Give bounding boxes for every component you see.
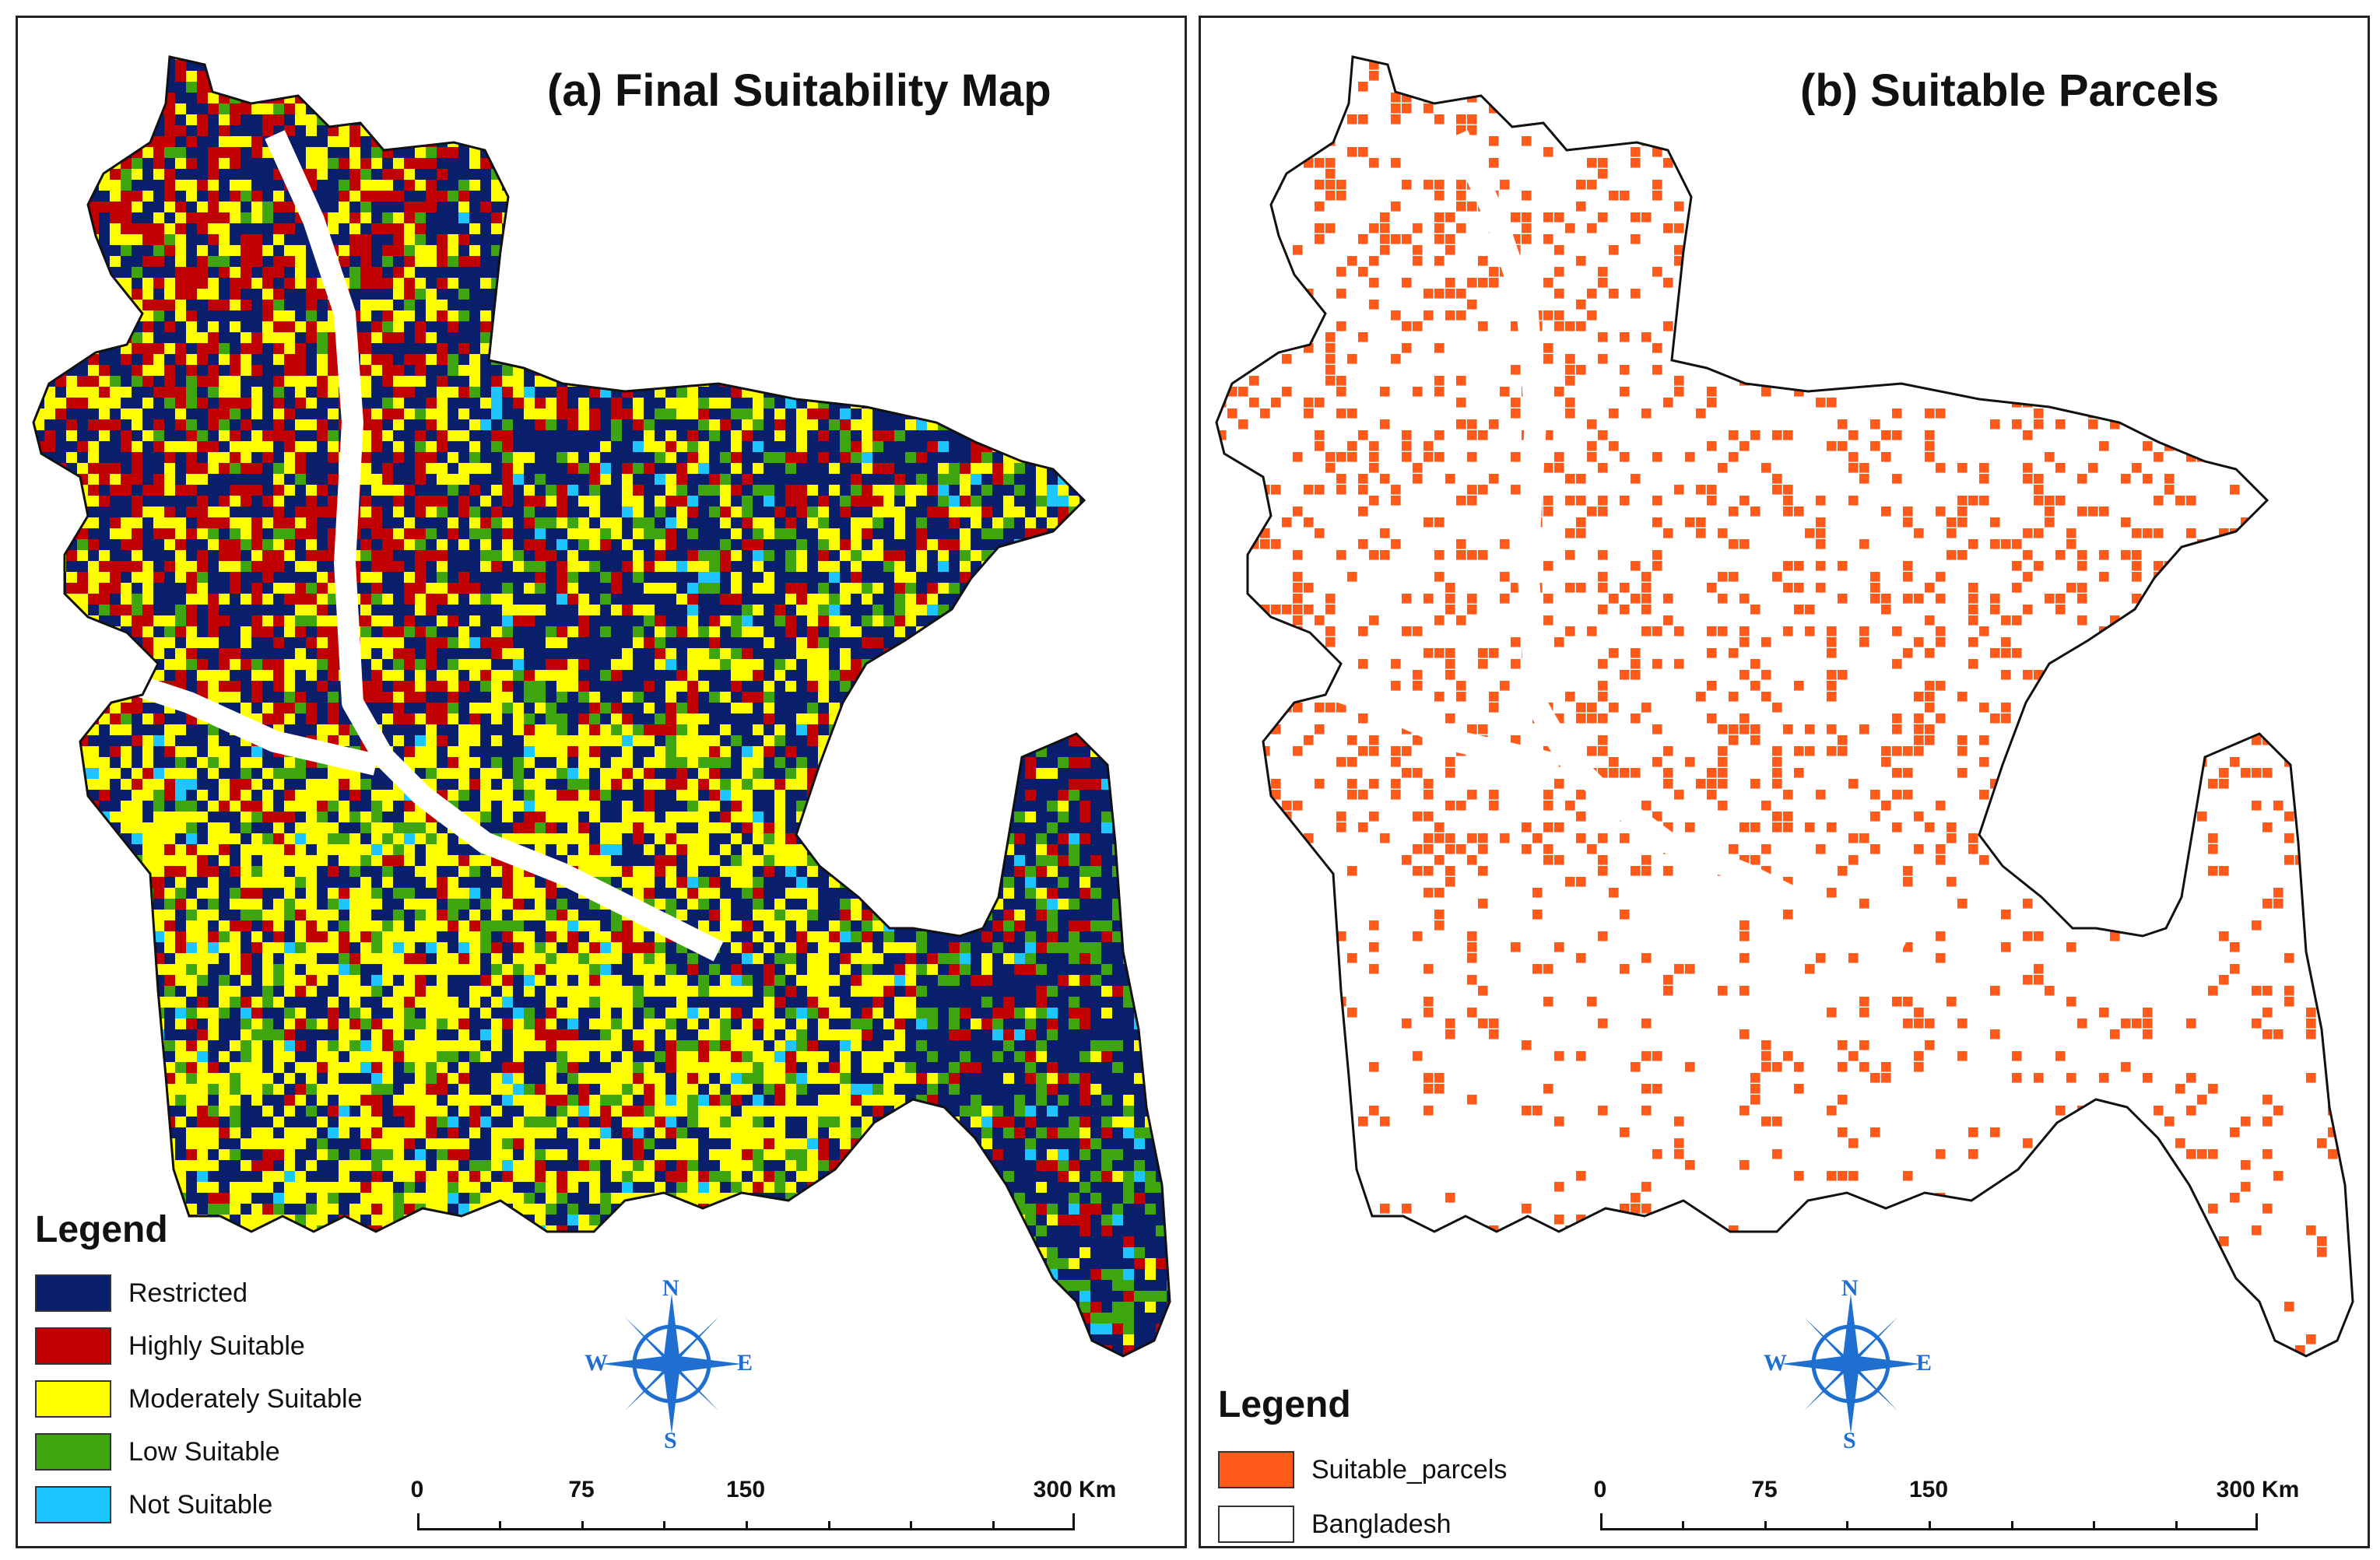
scale-label-0: 0 (410, 1477, 424, 1502)
scale-line (417, 1513, 1075, 1530)
legend-label: Restricted (128, 1278, 248, 1308)
legend-item-not-suitable: Not Suitable (35, 1485, 272, 1525)
legend-swatch (1218, 1451, 1294, 1488)
north-arrow-compass-icon: N S E W (584, 1275, 753, 1453)
bangladesh-suitability-map (32, 55, 1171, 1358)
compass-w: W (1764, 1350, 1787, 1376)
legend-item-suitable-parcels: Suitable_parcels (1218, 1450, 1507, 1490)
legend-label: Low Suitable (128, 1436, 280, 1467)
legend-item-restricted: Restricted (35, 1273, 247, 1313)
scale-label-0: 0 (1593, 1477, 1607, 1502)
scale-line (1600, 1513, 2258, 1530)
legend-item-bangladesh: Bangladesh (1218, 1504, 1452, 1544)
legend-item-highly-suitable: Highly Suitable (35, 1326, 305, 1366)
river (1298, 130, 1907, 962)
legend-swatch (35, 1433, 111, 1471)
legend-title: Legend (35, 1209, 168, 1250)
legend-swatch (1218, 1506, 1294, 1543)
country-border (1215, 55, 2354, 1358)
scale-label-300: 300 Km (1033, 1477, 1117, 1502)
panel-suitable-parcels: (b) Suitable Parcels Legend Suitable_par… (1199, 16, 2370, 1548)
legend-item-moderately-suitable: Moderately Suitable (35, 1379, 363, 1419)
scale-label-150: 150 (725, 1477, 766, 1502)
panel-final-suitability-map: (a) Final Suitability Map Legend Restric… (16, 16, 1187, 1548)
legend-title: Legend (1218, 1384, 1351, 1425)
river (115, 130, 724, 962)
legend-swatch (35, 1486, 111, 1523)
north-arrow-compass-icon: N S E W (1764, 1275, 1932, 1453)
scale-bar: 0 75 150 300 Km (1594, 1477, 2299, 1547)
compass-n: N (662, 1275, 679, 1301)
country-border (32, 55, 1171, 1358)
legend-item-low-suitable: Low Suitable (35, 1432, 280, 1472)
scale-bar: 0 75 150 300 Km (411, 1477, 1116, 1547)
legend-label: Moderately Suitable (128, 1383, 363, 1414)
panel-a-title: (a) Final Suitability Map (547, 65, 1051, 116)
bangladesh-parcels-map (1215, 55, 2354, 1358)
legend-label: Bangladesh (1311, 1509, 1452, 1539)
scale-label-75: 75 (1751, 1477, 1778, 1502)
legend-swatch (35, 1274, 111, 1312)
legend-label: Suitable_parcels (1311, 1454, 1508, 1485)
scale-label-300: 300 Km (2216, 1477, 2300, 1502)
compass-w: W (584, 1350, 608, 1376)
panel-b-title: (b) Suitable Parcels (1800, 65, 2220, 116)
compass-e: E (1916, 1350, 1932, 1376)
compass-s: S (664, 1428, 677, 1453)
legend-swatch (35, 1327, 111, 1365)
scale-label-150: 150 (1908, 1477, 1949, 1502)
compass-n: N (1841, 1275, 1859, 1301)
legend-label: Not Suitable (128, 1489, 273, 1520)
legend-label: Highly Suitable (128, 1330, 305, 1361)
scale-label-75: 75 (568, 1477, 595, 1502)
legend-swatch (35, 1380, 111, 1418)
compass-s: S (1843, 1428, 1856, 1453)
compass-e: E (737, 1350, 753, 1376)
